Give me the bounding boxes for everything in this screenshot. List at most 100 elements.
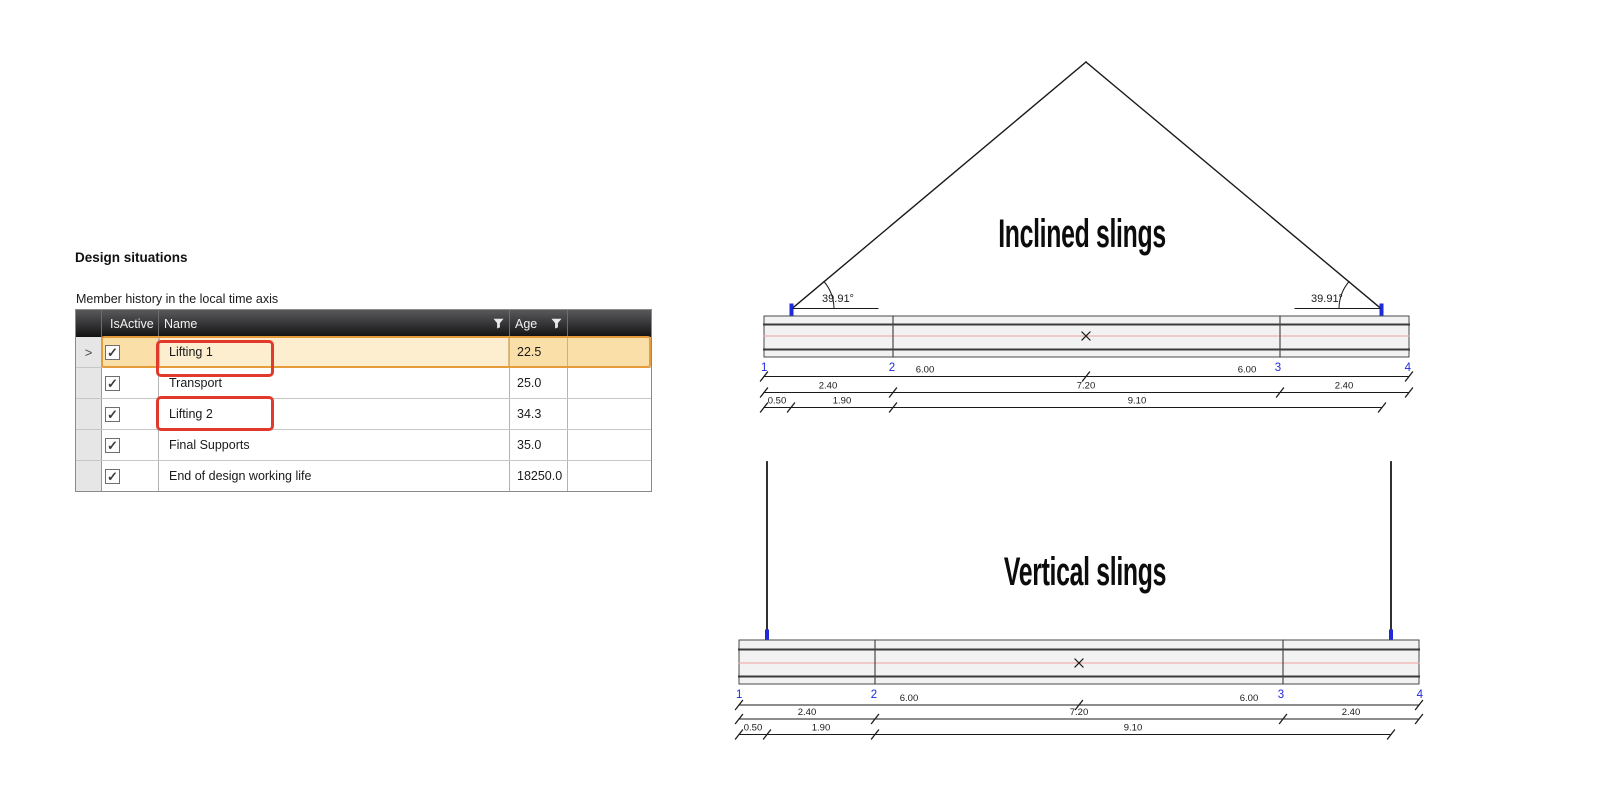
extra-cell xyxy=(568,368,651,398)
isactive-cell xyxy=(102,430,159,460)
checkbox-checked-icon[interactable] xyxy=(105,344,120,360)
sling-attach-tick xyxy=(1389,629,1393,643)
selected-row-marker-icon: > xyxy=(84,344,93,360)
design-situations-grid: IsActive Name Age > Lifting 1 22.5 Trans… xyxy=(75,309,652,492)
node-label: 3 xyxy=(1275,362,1281,374)
dimension-label: 6.00 xyxy=(900,693,919,704)
age-cell: 34.3 xyxy=(510,399,568,429)
isactive-cell xyxy=(102,368,159,398)
center-of-gravity-mark xyxy=(1074,658,1084,668)
header-name-label: Name xyxy=(164,316,198,331)
dimension-tick xyxy=(734,713,744,725)
dimension-tick xyxy=(1386,729,1396,740)
dimension-label: 9.10 xyxy=(1128,396,1147,407)
header-name[interactable]: Name xyxy=(159,310,510,337)
dimension-label: 7.20 xyxy=(1070,707,1089,718)
panel-subtitle: Member history in the local time axis xyxy=(76,292,279,306)
center-of-gravity-mark xyxy=(1081,331,1091,341)
dimension-label: 0.50 xyxy=(744,723,763,734)
annotation-box-lifting-1 xyxy=(156,340,274,377)
dimension-tick xyxy=(734,699,744,711)
node-label: 4 xyxy=(1405,362,1412,374)
node-label: 4 xyxy=(1417,689,1424,701)
checkbox-checked-icon[interactable] xyxy=(105,468,120,484)
dimension-label: 2.40 xyxy=(798,707,817,718)
dimension-tick xyxy=(1404,387,1414,398)
name-cell: End of design working life xyxy=(159,461,510,491)
checkbox-checked-icon[interactable] xyxy=(105,437,120,453)
filter-icon[interactable] xyxy=(551,318,562,329)
row-selector-cell[interactable] xyxy=(76,430,102,460)
row-selector-cell[interactable] xyxy=(76,368,102,398)
angle-arc-left xyxy=(823,280,835,310)
name-cell: Lifting 2 xyxy=(159,399,510,429)
dimension-label: 1.90 xyxy=(833,396,852,407)
table-row[interactable]: Final Supports 35.0 xyxy=(76,430,651,461)
extra-cell xyxy=(568,337,651,367)
sling-line-left xyxy=(790,61,1087,310)
filter-icon[interactable] xyxy=(493,318,504,329)
row-selector-cell[interactable] xyxy=(76,399,102,429)
node-label: 2 xyxy=(871,689,877,701)
row-selector-cell[interactable] xyxy=(76,461,102,491)
node-label: 3 xyxy=(1278,689,1284,701)
extra-cell xyxy=(568,399,651,429)
dimension-tick xyxy=(1081,371,1091,382)
isactive-cell xyxy=(102,461,159,491)
inclined-slings-title: Inclined slings xyxy=(998,212,1166,256)
dimension-label: 1.90 xyxy=(812,723,831,734)
dimension-label: 2.40 xyxy=(1335,381,1354,392)
isactive-cell xyxy=(102,337,159,367)
dimension-tick xyxy=(1278,713,1288,725)
dimension-label: 7.20 xyxy=(1077,381,1096,392)
header-isactive[interactable]: IsActive xyxy=(102,310,159,337)
panel-title: Design situations xyxy=(75,250,188,265)
table-row[interactable]: Lifting 2 34.3 xyxy=(76,399,651,430)
angle-arc-right xyxy=(1338,280,1350,310)
dimension-tick xyxy=(870,729,880,740)
dimension-label: 6.00 xyxy=(1240,693,1259,704)
dimension-tick xyxy=(888,402,898,413)
checkbox-checked-icon[interactable] xyxy=(105,406,120,422)
annotation-box-lifting-2 xyxy=(156,396,274,431)
header-age-label: Age xyxy=(515,316,538,331)
dimension-tick xyxy=(759,371,769,382)
dimension-tick xyxy=(870,713,880,725)
dimension-tick xyxy=(759,402,769,413)
sling-attach-tick xyxy=(789,303,794,317)
dimension-tick xyxy=(1414,713,1424,725)
angle-label-right: 39.91° xyxy=(1311,293,1343,305)
inclined-slings-diagram: 39.91° 39.91° 1 2 3 4 6.00 6.00 xyxy=(759,61,1414,413)
dimension-tick xyxy=(1275,387,1285,398)
name-cell: Final Supports xyxy=(159,430,510,460)
dimension-tick xyxy=(1414,699,1424,711)
isactive-cell xyxy=(102,399,159,429)
sling-line-right xyxy=(1085,61,1383,310)
table-row[interactable]: Transport 25.0 xyxy=(76,368,651,399)
sling-attach-tick xyxy=(1379,303,1384,317)
dimension-tick xyxy=(1404,371,1414,382)
age-cell: 22.5 xyxy=(510,337,568,367)
age-cell: 18250.0 xyxy=(510,461,568,491)
dimension-label: 0.50 xyxy=(768,396,787,407)
dimension-label: 6.00 xyxy=(916,365,935,376)
sling-attach-tick xyxy=(765,629,769,643)
table-row[interactable]: > Lifting 1 22.5 xyxy=(76,336,651,368)
row-selector-cell[interactable]: > xyxy=(76,337,102,367)
checkbox-checked-icon[interactable] xyxy=(105,375,120,391)
extra-cell xyxy=(568,430,651,460)
dimension-tick xyxy=(734,729,744,740)
dimension-tick xyxy=(759,387,769,398)
node-label: 1 xyxy=(736,689,742,701)
dimension-tick xyxy=(786,402,796,413)
header-selector-cell xyxy=(76,310,102,337)
extra-cell xyxy=(568,461,651,491)
vertical-slings-title: Vertical slings xyxy=(1003,550,1167,594)
table-row[interactable]: End of design working life 18250.0 xyxy=(76,461,651,491)
dimension-label: 6.00 xyxy=(1238,365,1257,376)
node-label: 1 xyxy=(761,362,767,374)
node-label: 2 xyxy=(889,362,895,374)
header-age[interactable]: Age xyxy=(510,310,568,337)
name-cell: Transport xyxy=(159,368,510,398)
